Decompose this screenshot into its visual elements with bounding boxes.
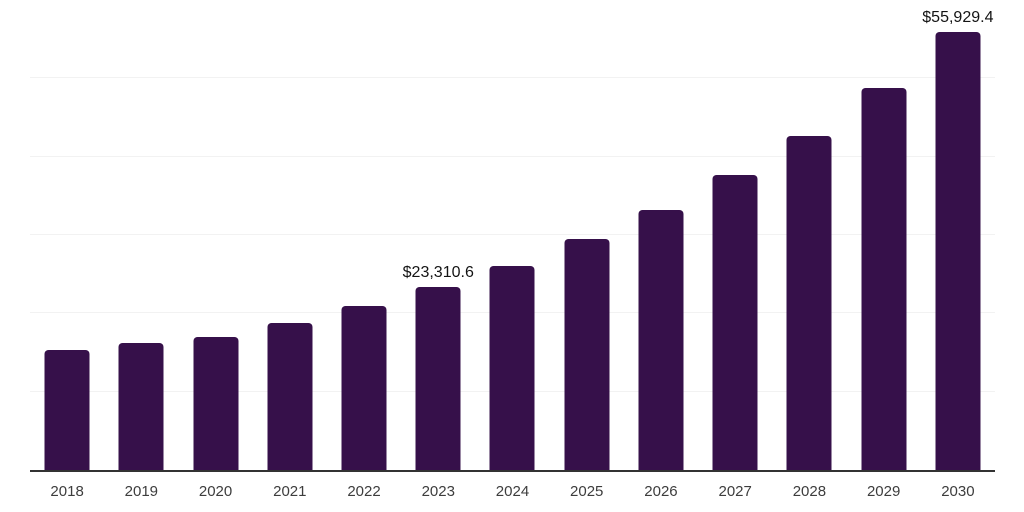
bar-2025[interactable] [564,239,610,470]
bar-2023[interactable] [415,287,461,470]
bar-slot [104,0,178,470]
bar-value-label: $55,929.4 [922,8,994,26]
bar-value-label: $23,310.6 [402,264,474,282]
bar-2022[interactable] [341,306,387,470]
bar-slot [698,0,772,470]
bar-2029[interactable] [861,87,907,470]
plot-area: $23,310.6 $55,929.4 [30,0,995,470]
bar-slot [624,0,698,470]
bar-slot [327,0,401,470]
x-axis-labels: 2018 2019 2020 2021 2022 2023 2024 2025 2026 2027… [30,483,995,503]
bar-slot: $23,310.6 [401,0,475,470]
bar-2021[interactable] [267,323,313,470]
bar-2020[interactable] [193,336,239,470]
bar-slot [30,0,104,470]
bar-slot [847,0,921,470]
gridline [30,234,995,235]
bar-2028[interactable] [786,135,832,470]
x-tick-label: 2020 [198,483,233,500]
x-tick-label: 2028 [792,483,827,500]
bar-2018[interactable] [44,349,90,470]
x-axis-line [30,470,995,472]
bar-2030[interactable] [935,31,981,470]
bar-2027[interactable] [712,174,758,470]
x-tick-label: 2019 [124,483,159,500]
bar-2024[interactable] [489,265,535,470]
bar-2019[interactable] [118,342,164,470]
bar-2026[interactable] [638,210,684,470]
x-tick-label: 2025 [570,483,604,500]
x-tick-label: 2024 [495,483,530,500]
x-tick-label: 2030 [941,483,975,500]
bar-slot [550,0,624,470]
x-tick-label: 2029 [866,483,901,500]
x-tick-label: 2026 [644,483,678,500]
gridline [30,77,995,79]
bar-slot [475,0,549,470]
bar-slot [178,0,252,470]
gridline [30,155,995,157]
x-tick-label: 2021 [273,483,307,500]
bar-slot: $55,929.4 [921,0,995,470]
x-tick-label: 2023 [421,483,455,500]
x-tick-label: 2027 [718,483,752,500]
bar-slot [253,0,327,470]
bar-slot [772,0,846,470]
x-tick-label: 2018 [50,483,84,500]
x-tick-label: 2022 [347,483,381,500]
